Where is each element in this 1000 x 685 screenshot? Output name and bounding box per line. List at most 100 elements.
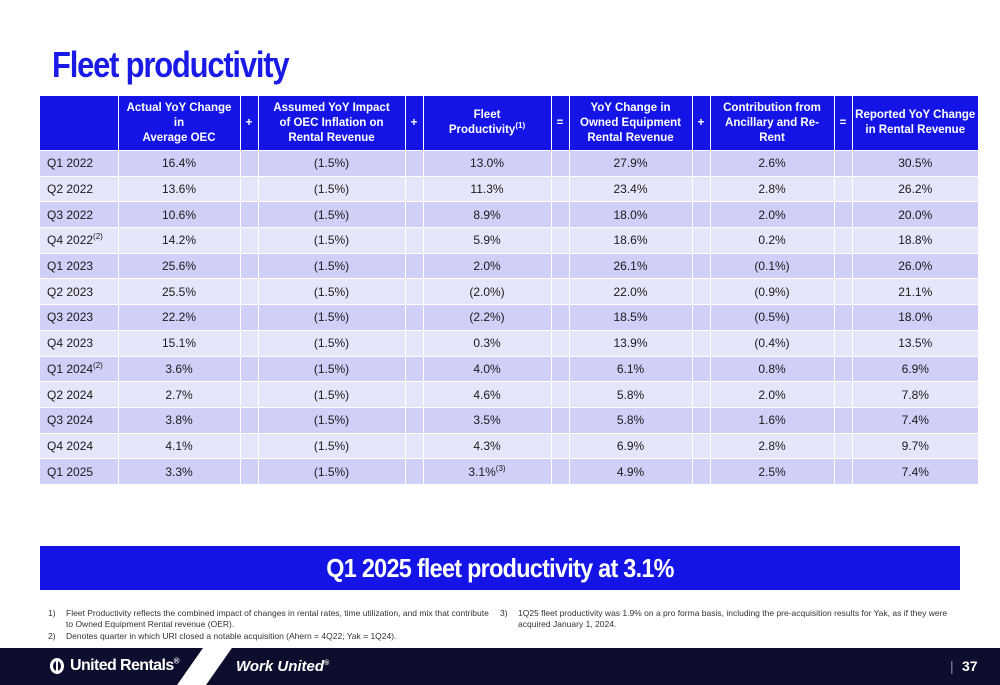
- cell-period: Q2 2022: [40, 175, 118, 202]
- cell-spacer: [404, 406, 423, 434]
- cell-spacer: [550, 432, 569, 459]
- cell-spacer: [833, 406, 852, 434]
- cell-spacer: [239, 175, 258, 202]
- cell-spacer: [404, 355, 423, 382]
- table-row: Q2 2024 2.7% (1.5%) 4.6% 5.8% 2.0% 7.8%: [40, 381, 978, 408]
- footnote-number: 3): [500, 608, 508, 618]
- cell-assumed-impact: (1.5%): [257, 175, 405, 202]
- cell-assumed-impact: (1.5%): [257, 201, 405, 228]
- table-row: Q3 2022 10.6% (1.5%) 8.9% 18.0% 2.0% 20.0%: [40, 201, 978, 228]
- table-body: Q1 2022 16.4% (1.5%) 13.0% 27.9% 2.6% 30.5% Q2 …: [40, 150, 978, 484]
- cell-fleet-productivity: 13.0%: [422, 150, 551, 177]
- cell-spacer: [404, 458, 423, 484]
- cell-spacer: [239, 329, 258, 356]
- cell-spacer: [691, 252, 710, 279]
- cell-reported-yoy: 30.5%: [851, 150, 978, 177]
- cell-actual-yoy: 2.7%: [117, 381, 240, 408]
- header-operator-equals: =: [833, 96, 852, 151]
- cell-spacer: [691, 355, 710, 382]
- cell-actual-yoy: 4.1%: [117, 432, 240, 459]
- cell-spacer: [404, 201, 423, 228]
- banner-text: Q1 2025 fleet productivity at 3.1%: [326, 552, 674, 583]
- cell-period: Q4 2024: [40, 432, 118, 459]
- cell-assumed-impact: (1.5%): [257, 304, 405, 331]
- cell-spacer: [404, 252, 423, 279]
- cell-spacer: [833, 150, 852, 177]
- table-row: Q2 2022 13.6% (1.5%) 11.3% 23.4% 2.8% 26.2%: [40, 175, 978, 202]
- table-row: Q1 2025 3.3% (1.5%) 3.1%(3) 4.9% 2.5% 7.4%: [40, 458, 978, 484]
- cell-fleet-productivity: (2.2%): [422, 304, 551, 331]
- cell-yoy-owned: 18.5%: [568, 304, 692, 331]
- cell-period: Q1 2023: [40, 252, 118, 279]
- cell-spacer: [550, 175, 569, 202]
- cell-actual-yoy: 3.3%: [117, 458, 240, 484]
- header-reported-yoy: Reported YoY Change in Rental Revenue: [851, 96, 978, 151]
- cell-yoy-owned: 6.1%: [568, 355, 692, 382]
- cell-spacer: [833, 458, 852, 484]
- cell-fleet-productivity: 8.9%: [422, 201, 551, 228]
- table-header-row: Actual YoY Change in Average OEC + Assumed…: [40, 96, 978, 151]
- table-row: Q4 2024 4.1% (1.5%) 4.3% 6.9% 2.8% 9.7%: [40, 432, 978, 459]
- cell-spacer: [833, 329, 852, 356]
- cell-spacer: [833, 227, 852, 254]
- cell-assumed-impact: (1.5%): [257, 406, 405, 434]
- table-row: Q3 2023 22.2% (1.5%) (2.2%) 18.5% (0.5%) 18.0%: [40, 304, 978, 331]
- cell-yoy-owned: 6.9%: [568, 432, 692, 459]
- cell-actual-yoy: 15.1%: [117, 329, 240, 356]
- cell-contribution: 2.8%: [709, 432, 834, 459]
- cell-actual-yoy: 3.6%: [117, 355, 240, 382]
- cell-spacer: [550, 458, 569, 484]
- cell-spacer: [691, 432, 710, 459]
- footnote-2: 2) Denotes quarter in which URI closed a…: [48, 631, 493, 642]
- cell-fleet-productivity: 3.5%: [422, 406, 551, 434]
- cell-spacer: [691, 329, 710, 356]
- cell-actual-yoy: 10.6%: [117, 201, 240, 228]
- cell-spacer: [404, 150, 423, 177]
- page-number: 37: [962, 658, 978, 674]
- cell-contribution: 1.6%: [709, 406, 834, 434]
- footnote-3: 3) 1Q25 fleet productivity was 1.9% on a…: [500, 608, 955, 630]
- fleet-productivity-table: Actual YoY Change in Average OEC + Assumed…: [40, 96, 978, 484]
- footnote-text: 1Q25 fleet productivity was 1.9% on a pr…: [518, 608, 948, 629]
- cell-spacer: [550, 304, 569, 331]
- cell-actual-yoy: 22.2%: [117, 304, 240, 331]
- cell-contribution: 2.8%: [709, 175, 834, 202]
- header-operator-plus: +: [691, 96, 710, 151]
- cell-period: Q3 2023: [40, 304, 118, 331]
- cell-spacer: [691, 304, 710, 331]
- cell-spacer: [404, 329, 423, 356]
- cell-yoy-owned: 23.4%: [568, 175, 692, 202]
- cell-yoy-owned: 4.9%: [568, 458, 692, 484]
- cell-contribution: 2.0%: [709, 201, 834, 228]
- cell-period: Q1 2024(2): [40, 355, 118, 382]
- cell-actual-yoy: 16.4%: [117, 150, 240, 177]
- cell-actual-yoy: 25.6%: [117, 252, 240, 279]
- cell-reported-yoy: 13.5%: [851, 329, 978, 356]
- cell-fleet-productivity: 4.6%: [422, 381, 551, 408]
- cell-reported-yoy: 18.8%: [851, 227, 978, 254]
- header-fleet-productivity: Fleet Productivity(1): [422, 96, 551, 151]
- cell-spacer: [239, 381, 258, 408]
- cell-spacer: [833, 381, 852, 408]
- cell-spacer: [550, 278, 569, 305]
- cell-spacer: [691, 458, 710, 484]
- cell-actual-yoy: 3.8%: [117, 406, 240, 434]
- cell-spacer: [550, 406, 569, 434]
- cell-fleet-productivity: 2.0%: [422, 252, 551, 279]
- cell-actual-yoy: 13.6%: [117, 175, 240, 202]
- cell-spacer: [239, 278, 258, 305]
- cell-assumed-impact: (1.5%): [257, 278, 405, 305]
- cell-spacer: [550, 329, 569, 356]
- header-operator-plus: +: [404, 96, 423, 151]
- summary-banner: Q1 2025 fleet productivity at 3.1%: [40, 546, 960, 590]
- united-rentals-logo-icon: [50, 658, 64, 674]
- cell-yoy-owned: 18.6%: [568, 227, 692, 254]
- cell-spacer: [833, 175, 852, 202]
- table-row: Q4 2022(2) 14.2% (1.5%) 5.9% 18.6% 0.2% 18.8%: [40, 227, 978, 254]
- header-period: [40, 96, 118, 151]
- cell-period: Q4 2023: [40, 329, 118, 356]
- cell-actual-yoy: 14.2%: [117, 227, 240, 254]
- table-row: Q1 2024(2) 3.6% (1.5%) 4.0% 6.1% 0.8% 6.9%: [40, 355, 978, 382]
- cell-period: Q1 2025: [40, 458, 118, 484]
- footnote-1: 1) Fleet Productivity reflects the combi…: [48, 608, 493, 630]
